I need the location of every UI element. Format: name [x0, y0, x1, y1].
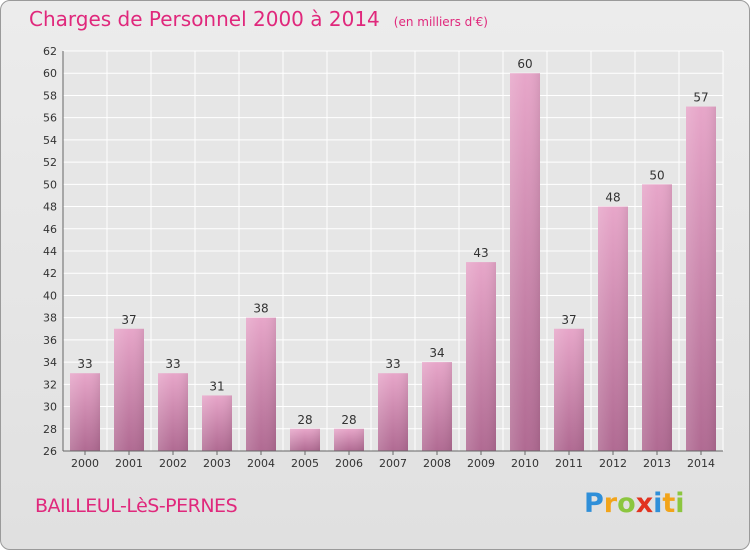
x-tick-label: 2000 [71, 457, 99, 470]
y-tick-label: 34 [43, 356, 57, 369]
y-tick-label: 42 [43, 267, 57, 280]
bar-shine [642, 184, 672, 452]
data-label: 33 [165, 357, 180, 371]
x-tick-label: 2001 [115, 457, 143, 470]
data-label: 34 [429, 346, 444, 360]
bar-shine [378, 373, 408, 451]
x-tick-label: 2012 [599, 457, 627, 470]
data-label: 38 [253, 302, 268, 316]
logo-letter: i [653, 488, 663, 519]
data-label: 48 [605, 191, 620, 205]
bars-layer [70, 73, 716, 452]
x-tick-label: 2007 [379, 457, 407, 470]
logo-letter: P [584, 488, 604, 519]
x-tick-label: 2002 [159, 457, 187, 470]
x-tick-label: 2014 [687, 457, 715, 470]
y-tick-label: 58 [43, 89, 57, 102]
data-label: 43 [473, 246, 488, 260]
y-tick-label: 54 [43, 134, 57, 147]
logo-letter: o [617, 488, 636, 519]
labels-layer: 33 37 33 31 38 28 28 33 34 43 60 37 48 50 57 [77, 57, 708, 427]
y-tick-label: 30 [43, 401, 57, 414]
y-tick-label: 62 [43, 45, 57, 58]
chart-title-text: Charges de Personnel 2000 à 2014 [29, 7, 380, 31]
logo-letter: x [635, 488, 654, 519]
data-label: 37 [561, 313, 576, 327]
logo-letter: t [662, 488, 676, 519]
logo-letter: r [603, 488, 618, 519]
y-tick-label: 52 [43, 156, 57, 169]
y-tick-label: 28 [43, 423, 57, 436]
chart-subtitle: (en milliers d'€) [393, 15, 488, 29]
bar-shine [686, 106, 716, 452]
y-tick-label: 50 [43, 178, 57, 191]
y-tick-label: 32 [43, 378, 57, 391]
x-tick-label: 2011 [555, 457, 583, 470]
bar-shine [246, 317, 276, 451]
y-tick-label: 44 [43, 245, 57, 258]
y-tick-label: 46 [43, 223, 57, 236]
data-label: 50 [649, 168, 664, 182]
bar-shine [466, 262, 496, 451]
bar-shine [202, 395, 232, 451]
y-tick-label: 56 [43, 112, 57, 125]
bar-shine [334, 428, 364, 451]
data-label: 60 [517, 57, 532, 71]
bar-shine [422, 362, 452, 451]
y-tick-label: 48 [43, 201, 57, 214]
chart-title: Charges de Personnel 2000 à 2014 (en mill… [29, 7, 488, 31]
data-label: 33 [385, 357, 400, 371]
y-tick-label: 40 [43, 289, 57, 302]
data-label: 28 [341, 413, 356, 427]
bar-shine [554, 328, 584, 451]
x-tick-label: 2009 [467, 457, 495, 470]
bar-shine [158, 373, 188, 451]
data-label: 28 [297, 413, 312, 427]
proxiti-logo[interactable]: Proxiti [584, 488, 685, 519]
x-tick-label: 2013 [643, 457, 671, 470]
bar-shine [510, 73, 540, 451]
bar-shine [70, 373, 100, 451]
x-tick-label: 2006 [335, 457, 363, 470]
x-tick-label: 2005 [291, 457, 319, 470]
bar-shine [290, 428, 320, 451]
data-label: 33 [77, 357, 92, 371]
x-tick-label: 2003 [203, 457, 231, 470]
logo-letter: i [675, 488, 685, 519]
y-tick-label: 60 [43, 67, 57, 80]
data-label: 37 [121, 313, 136, 327]
axis-layer: 26 28 30 32 34 36 38 40 42 44 46 48 50 52 54 56 58 60 62 20… [43, 45, 723, 470]
y-tick-label: 26 [43, 445, 57, 458]
bar-shine [114, 328, 144, 451]
x-tick-label: 2004 [247, 457, 275, 470]
x-tick-label: 2010 [511, 457, 539, 470]
y-tick-label: 38 [43, 312, 57, 325]
data-label: 57 [693, 91, 708, 105]
data-label: 31 [209, 379, 224, 393]
x-tick-label: 2008 [423, 457, 451, 470]
y-tick-label: 36 [43, 334, 57, 347]
commune-name: BAILLEUL-LèS-PERNES [35, 495, 238, 517]
bar-shine [598, 206, 628, 451]
